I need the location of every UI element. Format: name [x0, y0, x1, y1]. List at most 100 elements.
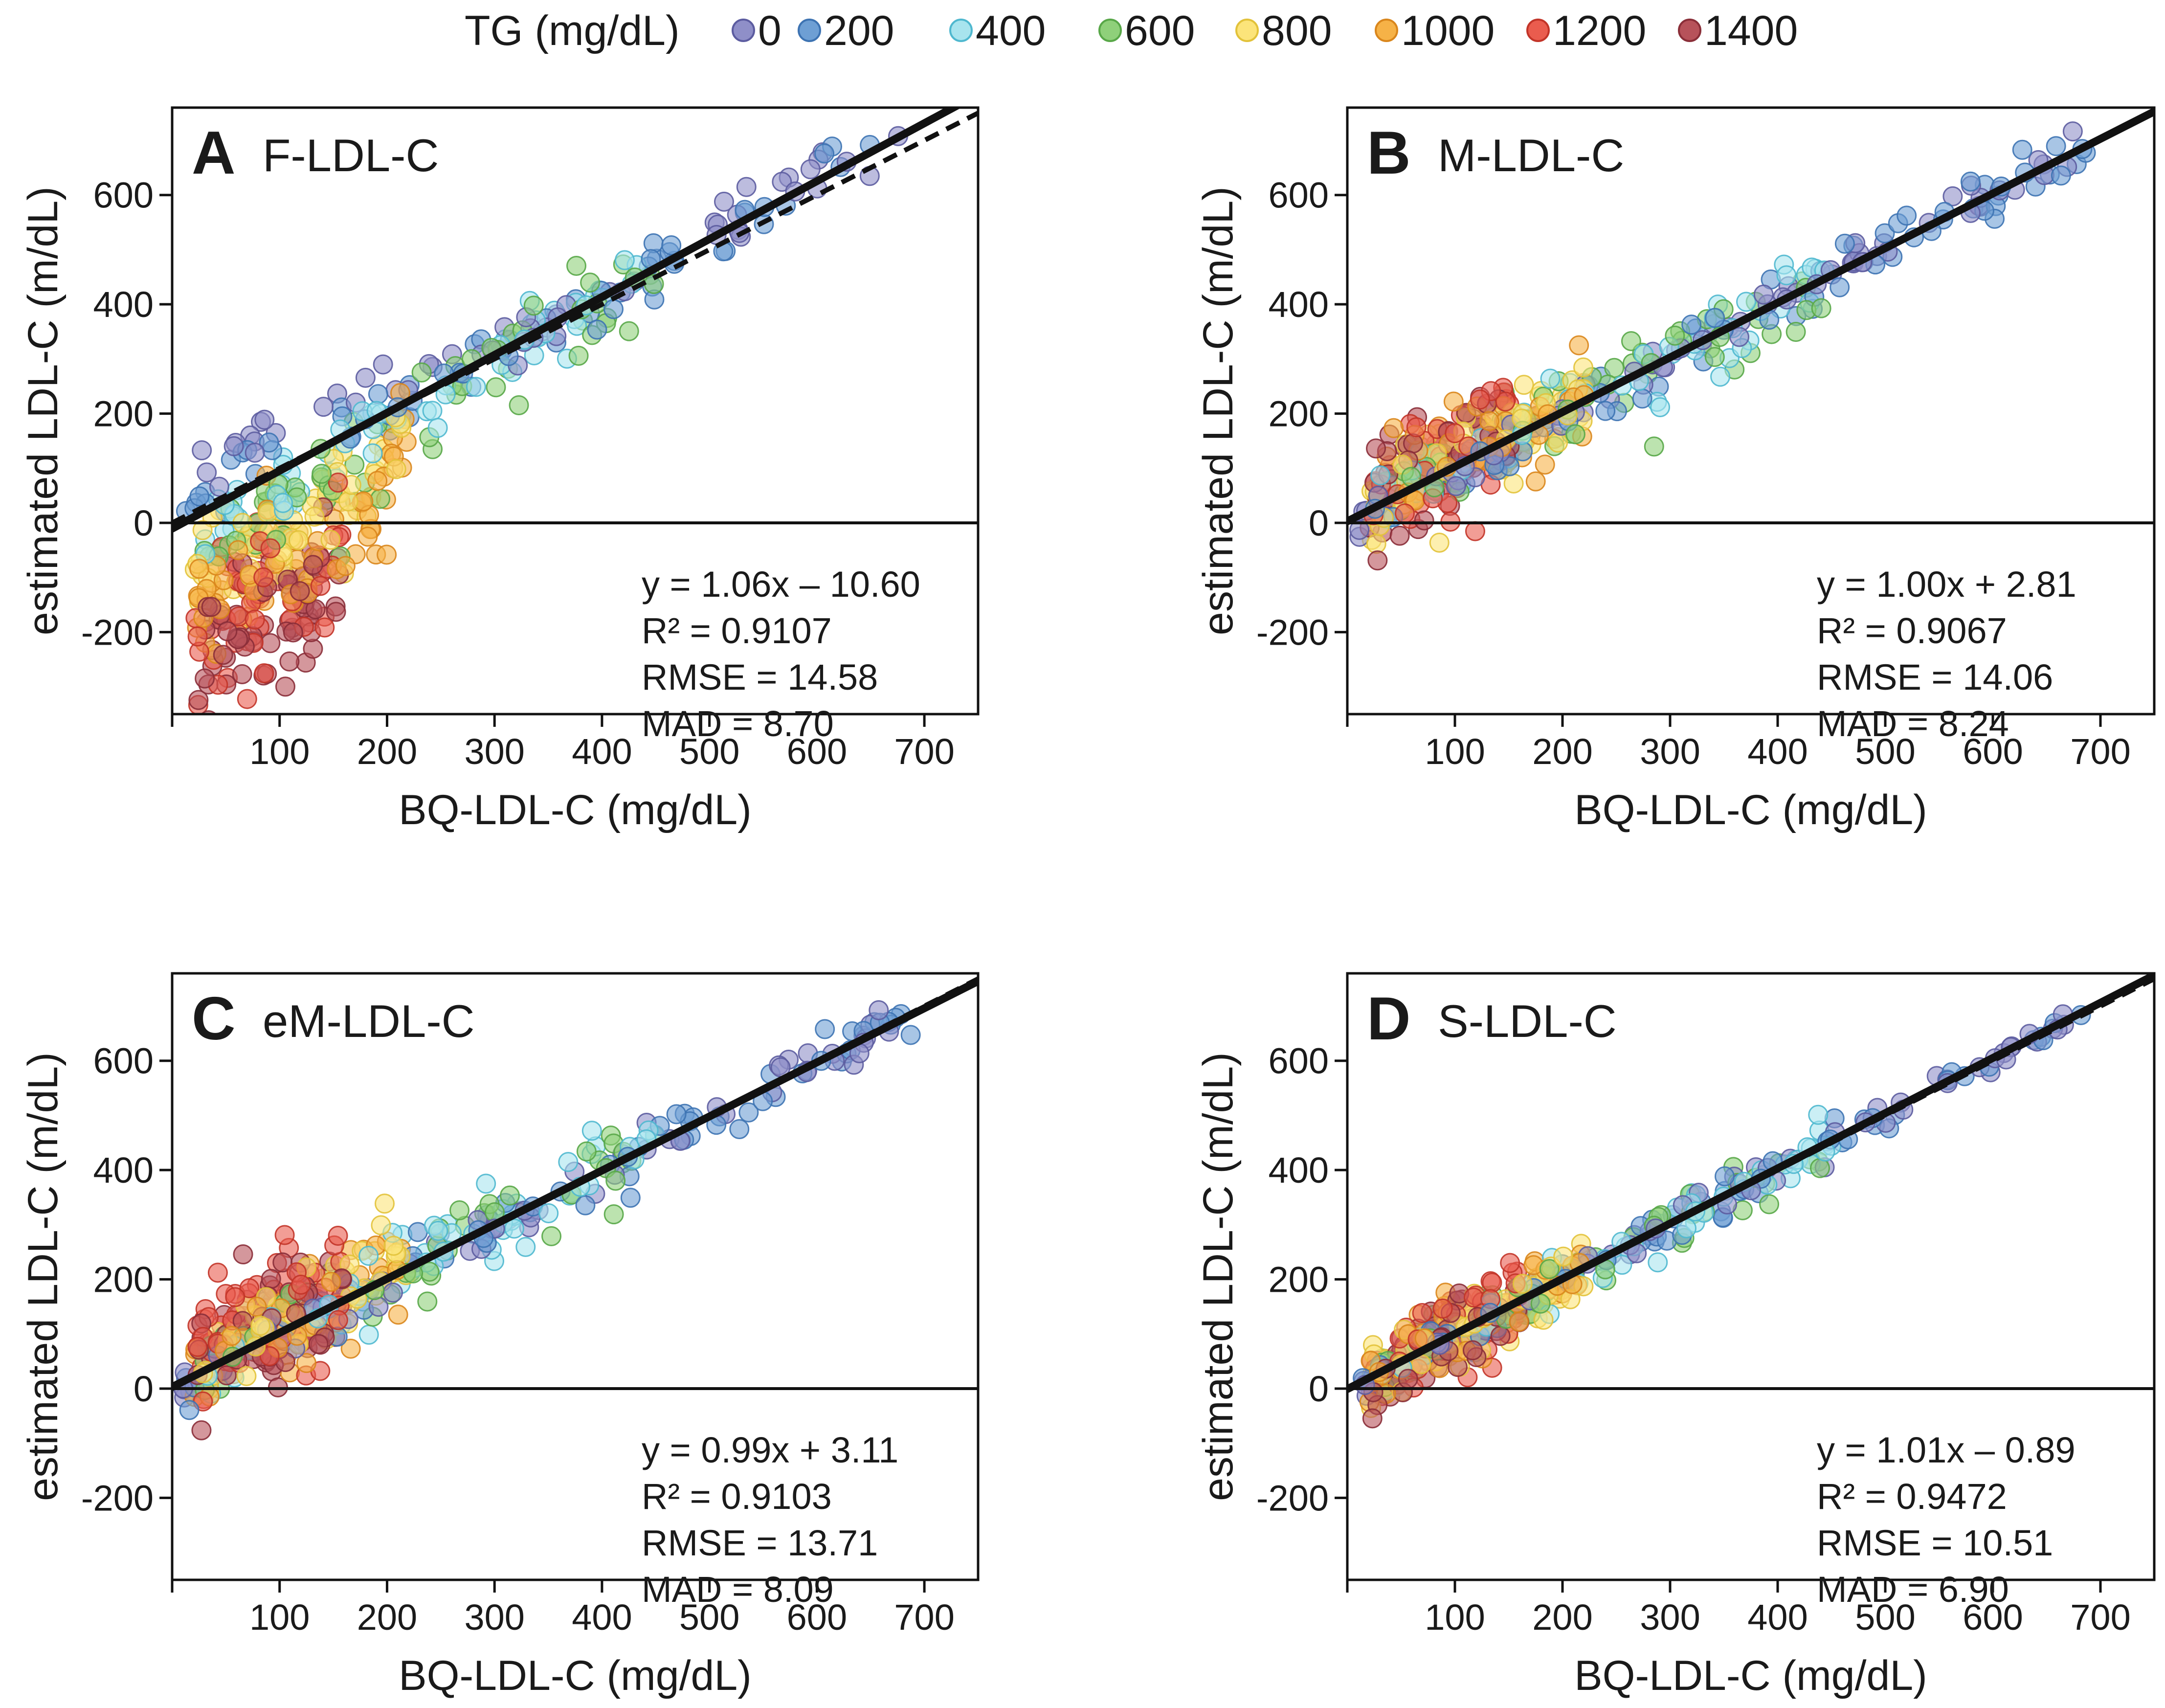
x-tick-label: 600 [1963, 731, 2023, 772]
legend-marker-200 [798, 19, 821, 42]
data-point [245, 442, 265, 463]
legend-label-1000: 1000 [1401, 7, 1495, 54]
data-point [417, 1291, 438, 1312]
data-point [1621, 331, 1641, 351]
data-point [254, 663, 274, 684]
x-tick-label: 200 [1532, 731, 1592, 772]
data-point [1569, 335, 1589, 356]
data-point [355, 367, 376, 388]
x-tick-label: 700 [894, 1597, 954, 1638]
y-tick-label: 400 [1269, 1150, 1329, 1191]
data-point [1490, 1326, 1511, 1346]
legend-label-400: 400 [976, 7, 1046, 54]
data-point [538, 1203, 559, 1224]
y-tick-label: 0 [1309, 1369, 1329, 1409]
y-axis-title: estimated LDL-C (m/dL) [20, 186, 67, 635]
data-point [225, 1287, 246, 1307]
x-tick-label: 300 [464, 731, 524, 772]
data-point [1595, 401, 1616, 421]
x-tick-label: 400 [572, 731, 632, 772]
regression-line [1347, 973, 2154, 1393]
data-point [581, 1121, 602, 1141]
stat-equation: y = 1.06x – 10.60 [642, 564, 920, 605]
data-point [260, 633, 281, 653]
data-point [304, 506, 325, 527]
y-tick-label: 600 [93, 175, 154, 216]
reference-lines [172, 976, 978, 1391]
x-axis-title: BQ-LDL-C (mg/dL) [1574, 1652, 1927, 1699]
regression-line [172, 977, 978, 1391]
y-axis-title: estimated LDL-C (m/dL) [1195, 186, 1242, 635]
data-point [207, 1262, 228, 1283]
plot-frame [171, 106, 980, 716]
data-point [328, 1225, 348, 1246]
data-point [1960, 171, 1981, 192]
legend-label-0: 0 [758, 7, 781, 54]
y-tick-label: -200 [1256, 1478, 1329, 1518]
legend-marker-1200 [1526, 19, 1550, 42]
panel-A: 100 200 300 400 500 600 700 -200 0 200 400 600 BQ-LD… [20, 106, 980, 833]
data-point [1811, 298, 1831, 318]
data-point [568, 345, 589, 366]
x-tick-label: 600 [787, 731, 847, 772]
x-tick-label: 100 [249, 1597, 310, 1638]
data-point [308, 1334, 329, 1354]
data-point [223, 436, 244, 456]
data-point [1710, 366, 1731, 387]
data-point [314, 617, 335, 638]
data-point [191, 1420, 212, 1440]
data-point [1604, 358, 1625, 378]
data-point [515, 1236, 536, 1257]
x-tick-label: 400 [1747, 1597, 1808, 1638]
data-point [800, 159, 821, 180]
data-point [1632, 388, 1652, 409]
x-tick-label: 500 [679, 731, 739, 772]
data-point [661, 235, 682, 255]
data-point [236, 1366, 257, 1386]
data-point [362, 443, 383, 464]
x-tick-label: 600 [787, 1597, 847, 1638]
data-point [382, 1282, 403, 1303]
scatter-points [1349, 121, 2096, 571]
y-tick-label: 400 [93, 1150, 154, 1191]
data-point [187, 1337, 208, 1357]
data-point [217, 621, 238, 642]
data-point [1495, 391, 1516, 412]
stat-equation: y = 0.99x + 3.11 [642, 1430, 898, 1470]
data-point [201, 597, 222, 617]
data-point [368, 1297, 389, 1317]
x-tick-label: 100 [1425, 1597, 1485, 1638]
y-tick-label: -200 [81, 1478, 154, 1518]
data-point [209, 476, 229, 497]
data-point [279, 651, 300, 672]
data-point [261, 1269, 281, 1289]
data-point [1446, 476, 1466, 496]
data-point [2046, 136, 2066, 157]
data-point [2012, 139, 2032, 160]
y-tick-label: 400 [1269, 284, 1329, 325]
panel-letter: A [192, 119, 236, 187]
data-point [1389, 525, 1410, 546]
x-tick-label: 700 [894, 731, 954, 772]
x-tick-label: 200 [1532, 1597, 1592, 1638]
stat-mad: MAD = 8.70 [642, 703, 834, 744]
data-point [1533, 1309, 1554, 1330]
data-point [254, 409, 275, 430]
scatter-points [173, 1000, 921, 1440]
y-tick-label: 200 [93, 1259, 154, 1300]
data-point [1704, 347, 1725, 367]
regression-line [172, 108, 962, 533]
stat-rmse: RMSE = 10.51 [1817, 1523, 2053, 1563]
x-tick-label: 600 [1963, 1597, 2023, 1638]
data-point [338, 491, 358, 512]
x-tick-label: 400 [572, 1597, 632, 1638]
data-point [666, 1104, 687, 1124]
x-axis-title: BQ-LDL-C (mg/dL) [399, 787, 752, 833]
y-tick-label: 600 [93, 1041, 154, 1081]
y-axis-title: estimated LDL-C (m/dL) [20, 1052, 67, 1501]
data-point [290, 1274, 311, 1295]
data-point [1705, 308, 1725, 328]
data-point [1830, 277, 1850, 297]
data-point [523, 295, 544, 316]
data-point [357, 526, 378, 547]
